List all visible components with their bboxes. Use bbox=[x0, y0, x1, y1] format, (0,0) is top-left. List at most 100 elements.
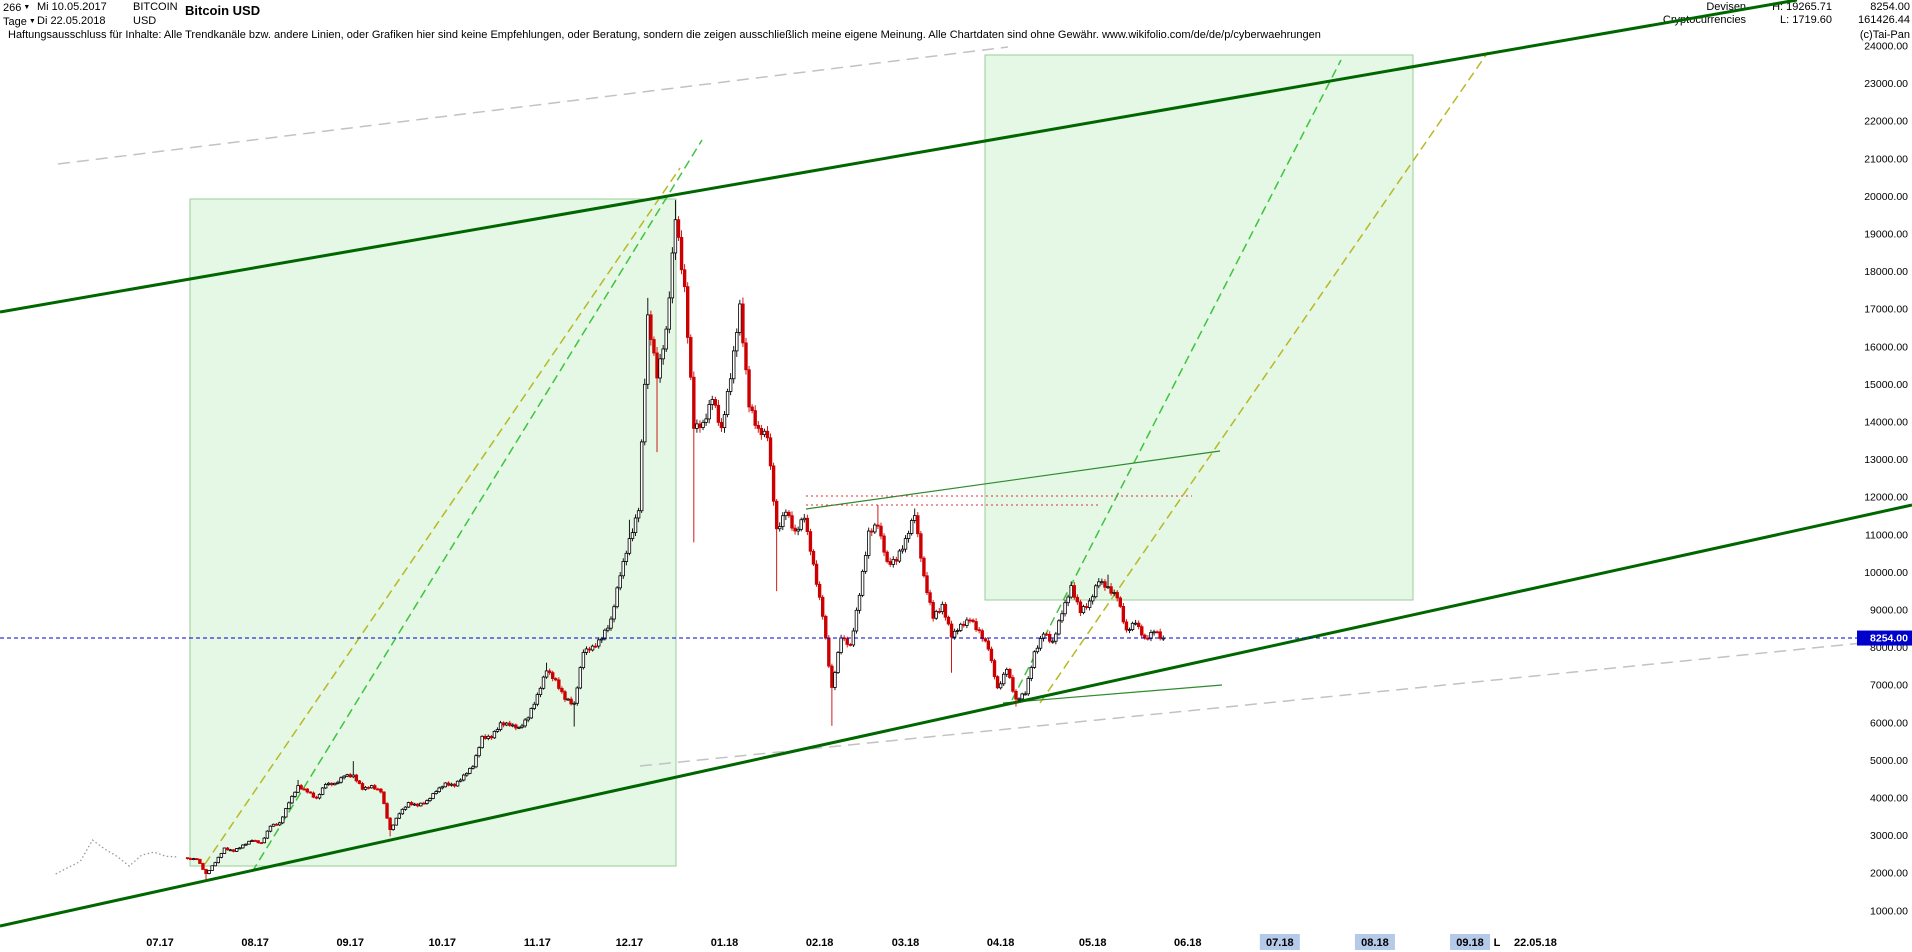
candle-body bbox=[541, 676, 546, 689]
candle-body bbox=[1035, 647, 1040, 653]
candle-body bbox=[198, 858, 202, 864]
candle-body bbox=[327, 782, 331, 785]
candle-body bbox=[863, 555, 868, 572]
candle-body bbox=[1140, 626, 1144, 636]
y-axis-label: 15000.00 bbox=[1864, 379, 1908, 391]
candle-body bbox=[1124, 621, 1129, 631]
candle-body bbox=[768, 437, 773, 467]
candle-body bbox=[811, 550, 816, 565]
candle-body bbox=[1136, 622, 1141, 628]
candle-body bbox=[741, 303, 745, 344]
candle-body bbox=[919, 533, 923, 559]
candle-body bbox=[955, 630, 960, 632]
candle-body bbox=[228, 849, 233, 852]
last-bar-marker: L bbox=[1494, 937, 1501, 949]
candle-body bbox=[713, 399, 718, 406]
candle-body bbox=[222, 847, 227, 854]
candle-body bbox=[787, 511, 791, 517]
candle-body bbox=[308, 791, 313, 794]
candle-body bbox=[888, 561, 892, 565]
candle-body bbox=[673, 219, 678, 254]
candle-body bbox=[670, 252, 675, 299]
period-value: Tage bbox=[3, 16, 27, 28]
candle-body bbox=[609, 618, 613, 629]
candle-body bbox=[814, 563, 819, 585]
candle-body bbox=[422, 802, 426, 805]
last-bar-date: 22.05.18 bbox=[1514, 937, 1557, 949]
candle-body bbox=[1029, 667, 1034, 679]
candle-body bbox=[983, 638, 987, 642]
candle-body bbox=[428, 798, 432, 802]
candle-body bbox=[968, 619, 972, 622]
candle-body bbox=[336, 781, 340, 784]
period-select[interactable]: Tage ▼ bbox=[3, 15, 37, 29]
candle-body bbox=[492, 730, 497, 739]
candle-body bbox=[357, 780, 362, 784]
candle-body bbox=[860, 570, 865, 596]
candle-body bbox=[397, 813, 402, 819]
candle-body bbox=[750, 406, 754, 412]
candle-body bbox=[618, 575, 622, 589]
gray-dashed-upper bbox=[57, 46, 1009, 165]
y-axis-label: 16000.00 bbox=[1864, 341, 1908, 353]
x-axis-label: 07.17 bbox=[146, 937, 174, 949]
candle-body bbox=[952, 630, 957, 638]
candle-body bbox=[916, 515, 920, 535]
candle-body bbox=[400, 808, 405, 815]
y-axis-label: 18000.00 bbox=[1864, 266, 1908, 278]
candle-body bbox=[1103, 581, 1107, 588]
candle-body bbox=[974, 621, 978, 631]
candle-body bbox=[1146, 637, 1150, 640]
candle-body bbox=[1106, 586, 1110, 589]
candle-body bbox=[633, 517, 638, 533]
candle-body bbox=[412, 803, 417, 806]
x-axis-label: 07.18 bbox=[1266, 937, 1294, 949]
candle-body bbox=[305, 788, 309, 793]
x-axis-label: 02.18 bbox=[806, 937, 834, 949]
pre-history-line bbox=[55, 839, 179, 875]
candle-body bbox=[498, 722, 503, 730]
candle-body bbox=[900, 548, 905, 552]
candle-body bbox=[590, 645, 595, 651]
candle-body bbox=[817, 583, 822, 598]
candle-body bbox=[477, 747, 481, 757]
y-axis-label: 5000.00 bbox=[1870, 755, 1908, 767]
candle-body bbox=[253, 840, 257, 842]
candle-body bbox=[1090, 596, 1095, 602]
candle-body bbox=[913, 515, 917, 521]
candle-body bbox=[612, 606, 616, 620]
candle-body bbox=[1109, 586, 1113, 594]
candle-body bbox=[664, 328, 668, 350]
y-axis-label: 10000.00 bbox=[1864, 567, 1908, 579]
candle-body bbox=[756, 424, 760, 429]
candle-body bbox=[646, 314, 650, 385]
y-axis-label: 13000.00 bbox=[1864, 454, 1908, 466]
x-axis-label: 05.18 bbox=[1079, 937, 1107, 949]
category-line2: Cryptocurrencies bbox=[1662, 14, 1747, 26]
y-axis-label: 17000.00 bbox=[1864, 304, 1908, 316]
candle-body bbox=[1044, 633, 1049, 636]
x-axis-label: 08.18 bbox=[1361, 937, 1389, 949]
low-label: L: 1719.60 bbox=[1780, 14, 1832, 26]
bars-count-select[interactable]: 266 ▼ bbox=[3, 1, 37, 15]
y-axis-label: 22000.00 bbox=[1864, 116, 1908, 128]
candle-body bbox=[695, 423, 699, 429]
candle-body bbox=[216, 856, 220, 864]
candle-body bbox=[1023, 693, 1027, 696]
candle-body bbox=[928, 592, 932, 603]
candle-body bbox=[188, 858, 193, 860]
candle-body bbox=[394, 817, 398, 826]
chevron-down-icon: ▼ bbox=[28, 18, 36, 25]
candle-body bbox=[762, 430, 767, 436]
bars-count-value: 266 bbox=[3, 2, 22, 14]
candle-body bbox=[204, 869, 208, 874]
candle-body bbox=[250, 840, 254, 842]
candle-body bbox=[416, 803, 420, 807]
candle-body bbox=[560, 688, 564, 693]
candle-body bbox=[597, 639, 601, 647]
candle-body bbox=[434, 791, 438, 795]
candle-body bbox=[857, 594, 862, 611]
x-axis-label: 03.18 bbox=[892, 937, 920, 949]
candle-body bbox=[784, 511, 788, 517]
